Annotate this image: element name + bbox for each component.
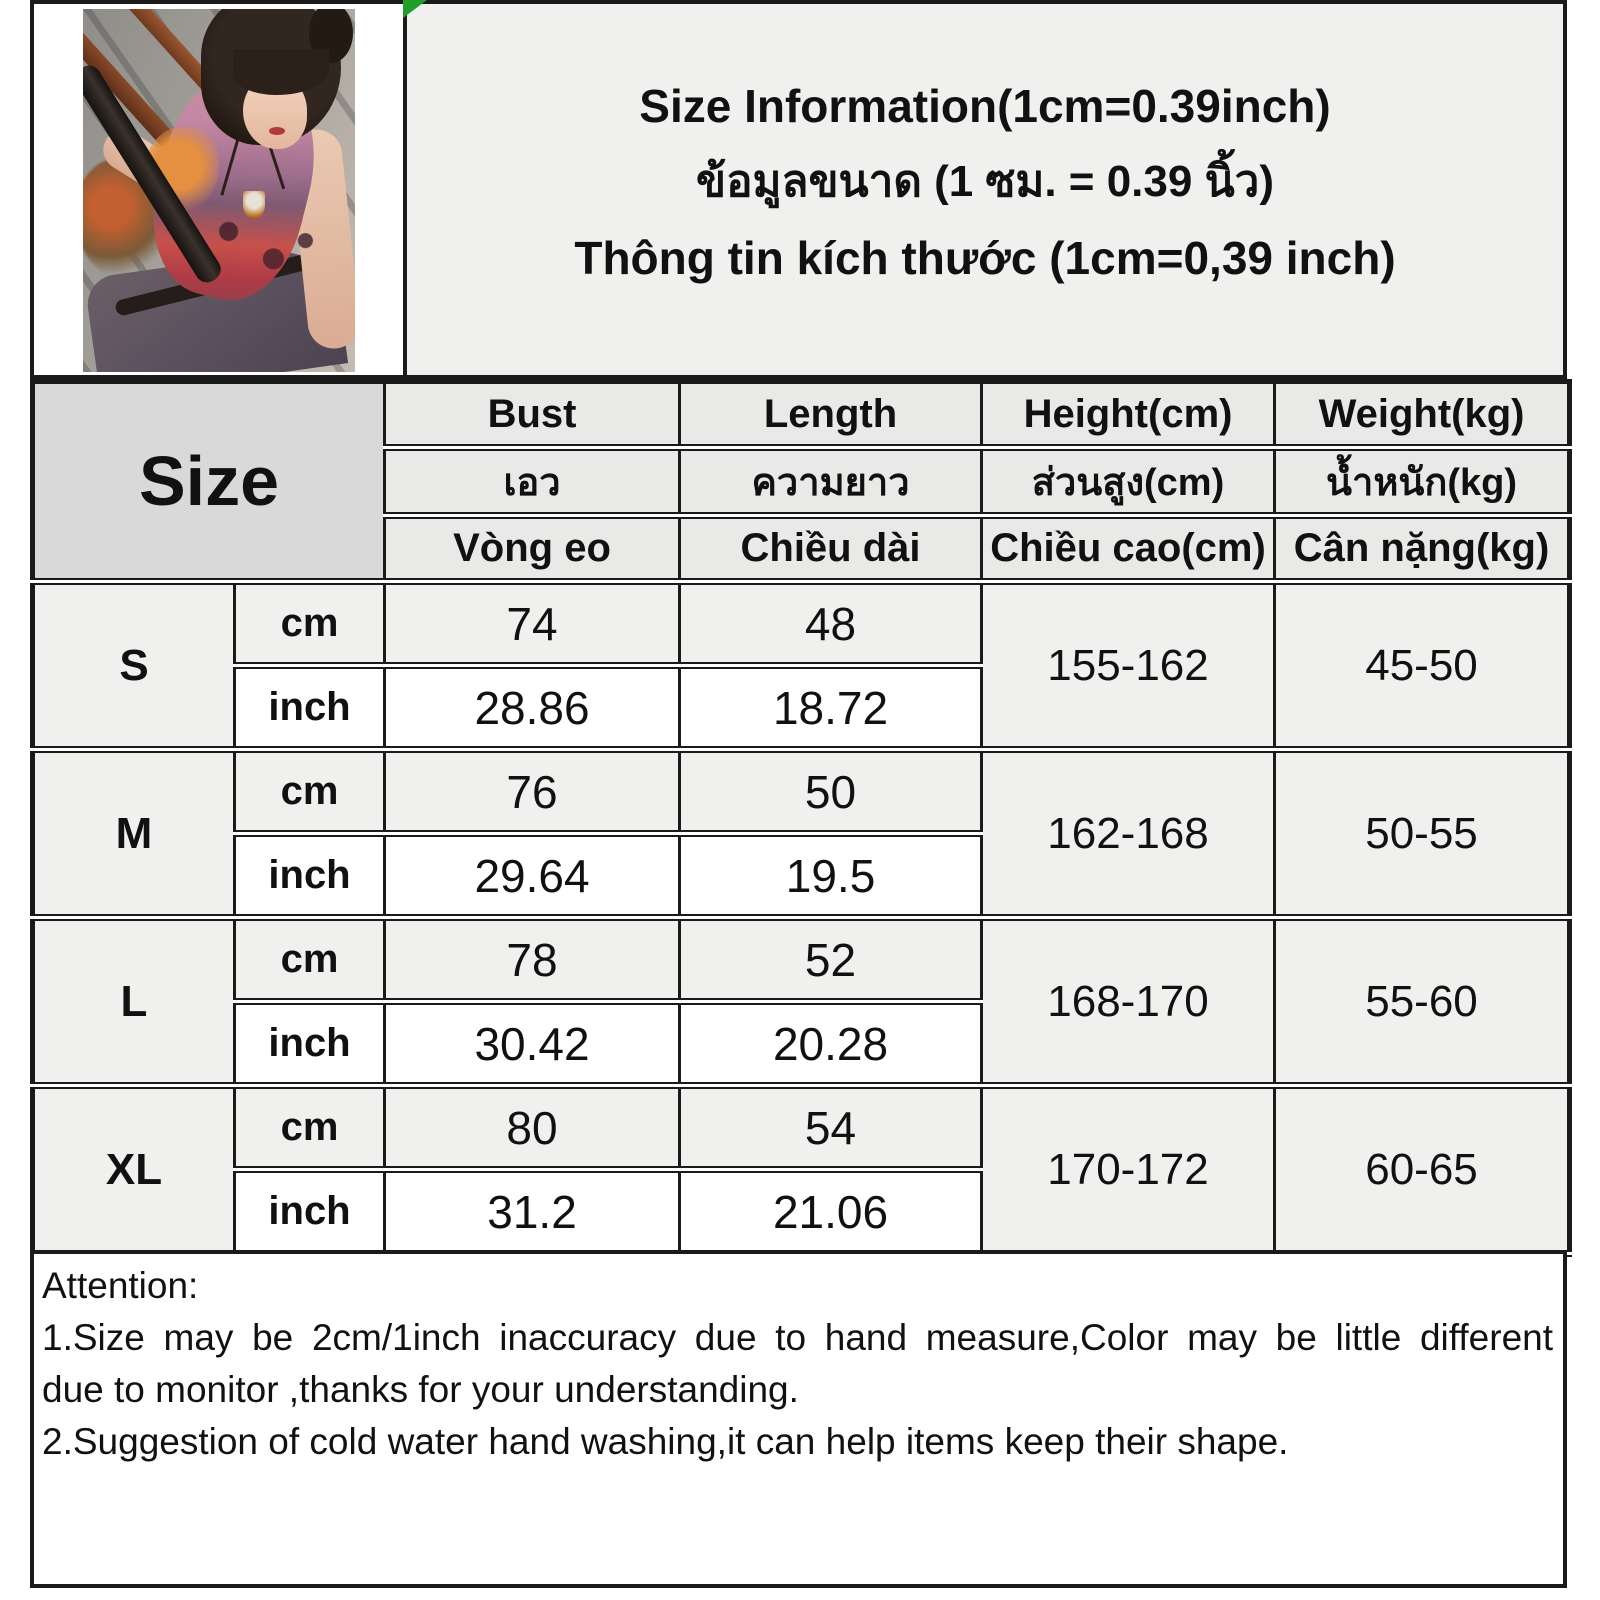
height-range-m: 162-168: [980, 748, 1277, 921]
size-label-m: M: [31, 748, 236, 921]
model-bangs: [232, 49, 329, 95]
weight-range-m: 50-55: [1273, 748, 1572, 921]
unit-cm: cm: [232, 1084, 387, 1173]
product-photo-cell: [30, 0, 407, 379]
table-row-l-inch: inch 30.42 20.28: [33, 1000, 1570, 1089]
product-photo: [82, 9, 355, 372]
length-cm-xl: 54: [678, 1084, 984, 1173]
header-row-vietnamese: Vòng eo Chiều dài Chiều cao(cm) Cân nặng…: [33, 514, 1572, 585]
bust-inch-s: 28.86: [383, 664, 682, 753]
col-header-weight-vi: Cân nặng(kg): [1273, 514, 1572, 585]
length-inch-s: 18.72: [678, 664, 984, 753]
length-cm-l: 52: [678, 916, 984, 1005]
height-range-xl: 170-172: [980, 1084, 1277, 1257]
bust-cm-s: 74: [383, 580, 682, 669]
height-range-s: 155-162: [980, 580, 1277, 753]
size-table: Size Bust Length Height(cm) Weight(kg) เ…: [30, 379, 1573, 1257]
table-row-xl-cm: XL cm 80 54 170-172 60-65: [31, 1084, 1572, 1257]
size-header-cell: Size: [30, 380, 387, 585]
col-header-bust-th: เอว: [383, 446, 682, 519]
unit-cm: cm: [232, 916, 387, 1005]
title-english: Size Information(1cm=0.39inch): [639, 79, 1331, 132]
necklace-pendant: [242, 191, 265, 219]
bust-cm-l: 78: [383, 916, 682, 1005]
table-row-m-cm: M cm 76 50 162-168 50-55: [31, 748, 1572, 921]
attention-note-1b: due to monitor ,thanks for your understa…: [42, 1369, 799, 1410]
col-header-length-th: ความยาว: [678, 446, 984, 519]
length-cm-s: 48: [678, 580, 984, 669]
title-thai: ข้อมูลขนาด (1 ซม. = 0.39 นิ้ว): [695, 157, 1274, 207]
col-header-height-th: ส่วนสูง(cm): [980, 446, 1277, 519]
size-label-s: S: [31, 580, 236, 753]
col-header-bust-en: Bust: [383, 380, 682, 451]
length-inch-m: 19.5: [678, 832, 984, 921]
table-row-l-cm: L cm 78 52 168-170 55-60: [31, 916, 1572, 1089]
unit-cm: cm: [232, 580, 387, 669]
bust-cm-m: 76: [383, 748, 682, 837]
title-vietnamese: Thông tin kích thước (1cm=0,39 inch): [574, 231, 1396, 284]
col-header-height-vi: Chiều cao(cm): [980, 514, 1277, 585]
attention-note-1a: 1.Size may be 2cm/1inch inaccuracy due t…: [42, 1317, 1553, 1358]
bust-inch-m: 29.64: [383, 832, 682, 921]
height-range-l: 168-170: [980, 916, 1277, 1089]
bust-inch-xl: 31.2: [383, 1168, 682, 1257]
attention-title: Attention:: [42, 1265, 199, 1306]
header-row-english: Size Bust Length Height(cm) Weight(kg): [30, 380, 1572, 585]
weight-range-xl: 60-65: [1273, 1084, 1572, 1257]
col-header-bust-vi: Vòng eo: [383, 514, 682, 585]
green-corner-marker-icon: [403, 0, 427, 18]
model-lips: [268, 127, 285, 135]
header-row-thai: เอว ความยาว ส่วนสูง(cm) น้ำหนัก(kg): [33, 446, 1572, 519]
bust-cm-xl: 80: [383, 1084, 682, 1173]
unit-inch: inch: [232, 1000, 387, 1089]
unit-inch: inch: [232, 1168, 387, 1257]
col-header-length-vi: Chiều dài: [678, 514, 984, 585]
length-inch-xl: 21.06: [678, 1168, 984, 1257]
unit-inch: inch: [232, 664, 387, 753]
weight-range-s: 45-50: [1273, 580, 1572, 753]
size-label-l: L: [31, 916, 236, 1089]
attention-box: Attention: 1.Size may be 2cm/1inch inacc…: [30, 1250, 1567, 1588]
title-cell: Size Information(1cm=0.39inch) ข้อมูลขนา…: [403, 0, 1567, 379]
attention-note-2: 2.Suggestion of cold water hand washing,…: [42, 1421, 1289, 1462]
table-row-s-cm: S cm 74 48 155-162 45-50: [31, 580, 1572, 753]
unit-cm: cm: [232, 748, 387, 837]
table-row-s-inch: inch 28.86 18.72: [33, 664, 1570, 753]
unit-inch: inch: [232, 832, 387, 921]
bust-inch-l: 30.42: [383, 1000, 682, 1089]
col-header-height-en: Height(cm): [980, 380, 1277, 451]
col-header-length-en: Length: [678, 380, 984, 451]
col-header-weight-th: น้ำหนัก(kg): [1273, 446, 1572, 519]
weight-range-l: 55-60: [1273, 916, 1572, 1089]
table-row-m-inch: inch 29.64 19.5: [33, 832, 1570, 921]
size-label-xl: XL: [31, 1084, 236, 1257]
col-header-weight-en: Weight(kg): [1273, 380, 1572, 451]
length-cm-m: 50: [678, 748, 984, 837]
length-inch-l: 20.28: [678, 1000, 984, 1089]
